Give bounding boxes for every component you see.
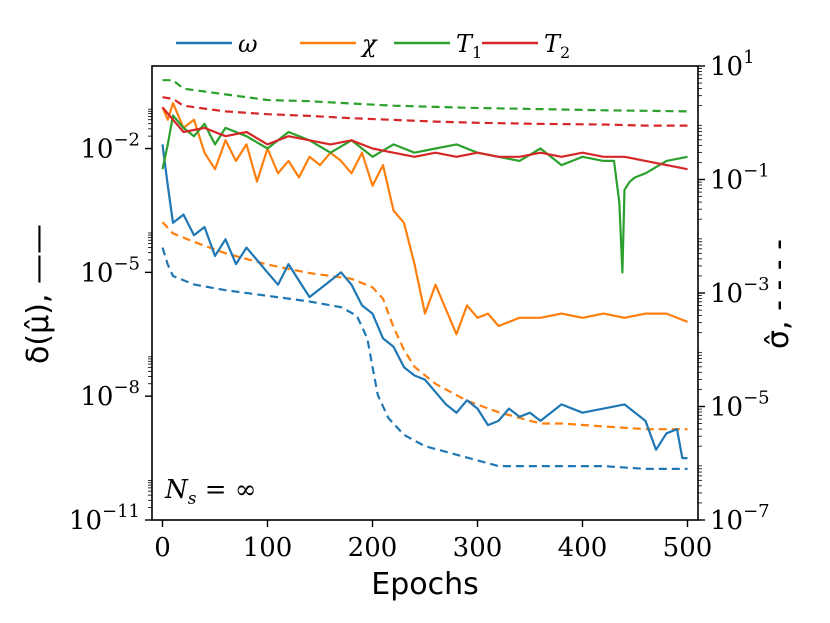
legend-label: χ	[360, 30, 378, 58]
left-tick-label: 10−2	[80, 130, 140, 165]
legend-label: T2	[544, 30, 570, 62]
right-axis-title: σ̂, - - - -	[761, 239, 796, 349]
legend-label: ω	[238, 30, 258, 58]
right-axis-ticks: 101 10−1 10−3 10−5 10−7	[698, 47, 770, 536]
annotation-ns: Ns = ∞	[164, 475, 256, 509]
dashed-series-T2	[162, 96, 688, 127]
x-tick-label: 300	[453, 533, 503, 563]
solid-series-ω	[161, 144, 688, 460]
x-tick-label: 500	[663, 533, 713, 563]
x-axis-ticks: 0 100 200 300 400 500	[154, 520, 712, 563]
x-tick-label: 0	[154, 533, 171, 563]
dashed-series-χ	[161, 221, 688, 431]
legend: ω χ T1 T2	[176, 30, 570, 62]
x-tick-label: 100	[243, 533, 293, 563]
left-tick-label: 10−5	[80, 253, 140, 288]
right-tick-label: 10−5	[710, 388, 770, 423]
right-tick-label: 10−3	[710, 274, 770, 309]
dashed-series-T1	[162, 79, 688, 113]
series-group	[161, 79, 688, 470]
left-axis-ticks: 10−2 10−5 10−8 10−11	[69, 108, 152, 536]
plot-frame	[151, 65, 699, 521]
right-tick-label: 10−7	[710, 501, 770, 536]
solid-series-T1	[161, 114, 688, 274]
solid-series-T2	[161, 106, 688, 171]
left-tick-label: 10−11	[69, 501, 140, 536]
x-tick-label: 400	[558, 533, 608, 563]
x-axis-title: Epochs	[371, 567, 479, 602]
right-tick-label: 10−1	[710, 161, 770, 196]
left-axis-title: δ(μ̂), ——	[21, 224, 56, 364]
dashed-series-ω	[161, 247, 688, 470]
left-tick-label: 10−8	[80, 377, 140, 412]
right-tick-label: 101	[710, 47, 755, 82]
x-tick-label: 200	[348, 533, 398, 563]
solid-series-χ	[161, 102, 688, 336]
legend-label: T1	[456, 30, 482, 62]
